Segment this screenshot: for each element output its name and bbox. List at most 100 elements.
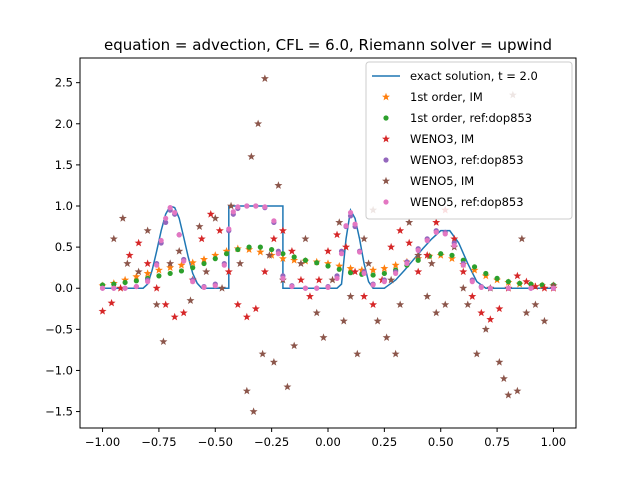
- data-point: [280, 251, 286, 257]
- data-point: [477, 308, 486, 317]
- data-point: [356, 249, 363, 255]
- data-point: [528, 285, 534, 291]
- data-point: [459, 284, 468, 292]
- data-point: [333, 230, 342, 239]
- data-point: [195, 222, 204, 230]
- data-point: [107, 298, 116, 307]
- data-point: [111, 285, 117, 291]
- data-point: [486, 315, 495, 323]
- plot-area: [98, 74, 558, 415]
- data-point: [302, 285, 309, 291]
- data-point: [540, 284, 549, 292]
- data-point: [382, 333, 391, 341]
- data-point: [269, 358, 278, 366]
- data-point: [522, 308, 531, 317]
- data-point: [325, 284, 331, 290]
- data-point: [360, 292, 369, 300]
- x-tick-label: −0.75: [141, 435, 176, 449]
- data-point: [517, 234, 526, 243]
- data-point: [258, 349, 267, 358]
- data-point: [450, 234, 459, 243]
- data-point: [289, 283, 295, 290]
- data-point: [441, 300, 450, 309]
- data-point: [396, 300, 405, 309]
- data-point: [233, 300, 242, 309]
- data-point: [495, 358, 504, 366]
- data-point: [499, 374, 508, 383]
- data-point: [505, 279, 511, 285]
- data-point: [116, 284, 125, 292]
- data-point: [438, 251, 444, 257]
- legend-label: WENO5, ref:dop853: [410, 195, 524, 209]
- data-point: [167, 205, 173, 211]
- data-point: [351, 267, 360, 276]
- data-point: [226, 226, 232, 232]
- data-point: [343, 223, 349, 229]
- legend-item: 1st order, ref:dop853: [383, 111, 532, 125]
- data-point: [347, 270, 354, 276]
- data-point: [201, 260, 207, 267]
- data-point: [163, 215, 169, 221]
- data-point: [132, 272, 141, 281]
- data-point: [346, 264, 355, 272]
- data-point: [423, 251, 432, 259]
- y-tick-label: 2.5: [55, 76, 73, 90]
- data-point: [215, 226, 224, 235]
- data-point: [478, 284, 484, 290]
- data-point: [125, 251, 134, 259]
- data-point: [166, 263, 175, 272]
- data-point: [442, 231, 448, 237]
- data-point: [404, 260, 410, 267]
- data-point: [328, 275, 337, 284]
- data-point: [494, 275, 500, 281]
- data-point: [396, 226, 405, 235]
- data-point: [324, 247, 332, 255]
- data-point: [432, 308, 441, 317]
- data-point: [177, 261, 186, 269]
- data-point: [339, 316, 348, 325]
- data-point: [370, 272, 376, 278]
- data-point: [540, 316, 549, 325]
- data-point: [163, 219, 169, 226]
- data-point: [291, 254, 297, 260]
- data-point: [449, 252, 455, 258]
- data-point: [143, 259, 152, 267]
- data-point: [522, 277, 531, 286]
- data-point: [415, 247, 421, 253]
- data-point: [159, 337, 168, 346]
- data-point: [391, 349, 400, 358]
- data-point: [175, 247, 184, 255]
- data-point: [244, 203, 250, 209]
- data-point: [161, 300, 170, 309]
- x-tick-label: 1.00: [541, 435, 567, 449]
- data-point: [186, 296, 195, 304]
- data-point: [256, 247, 265, 256]
- legend-item: WENO5, ref:dop853: [383, 195, 524, 209]
- legend-label: WENO5, IM: [410, 174, 474, 188]
- chart-title: equation = advection, CFL = 6.0, Riemann…: [104, 36, 552, 54]
- data-point: [381, 270, 387, 277]
- data-point: [212, 283, 218, 289]
- data-point: [549, 281, 558, 290]
- data-point: [393, 270, 399, 277]
- data-point: [269, 234, 278, 243]
- data-point: [357, 265, 366, 274]
- data-point: [415, 257, 421, 263]
- data-point: [369, 300, 378, 309]
- data-point: [166, 259, 175, 267]
- legend-label: 1st order, ref:dop853: [410, 111, 532, 125]
- data-point: [152, 300, 161, 309]
- x-tick-label: −1.00: [85, 435, 120, 449]
- data-point: [278, 226, 287, 235]
- data-point: [262, 204, 268, 210]
- legend-swatch: [382, 176, 390, 185]
- data-point: [290, 256, 299, 264]
- legend-label: WENO3, ref:dop853: [410, 153, 524, 167]
- y-tick-label: 0.0: [55, 281, 73, 295]
- data-point: [414, 267, 423, 276]
- data-point: [346, 292, 355, 300]
- legend-label: exact solution, t = 2.0: [410, 69, 538, 83]
- data-point: [451, 242, 457, 249]
- data-point: [118, 214, 127, 222]
